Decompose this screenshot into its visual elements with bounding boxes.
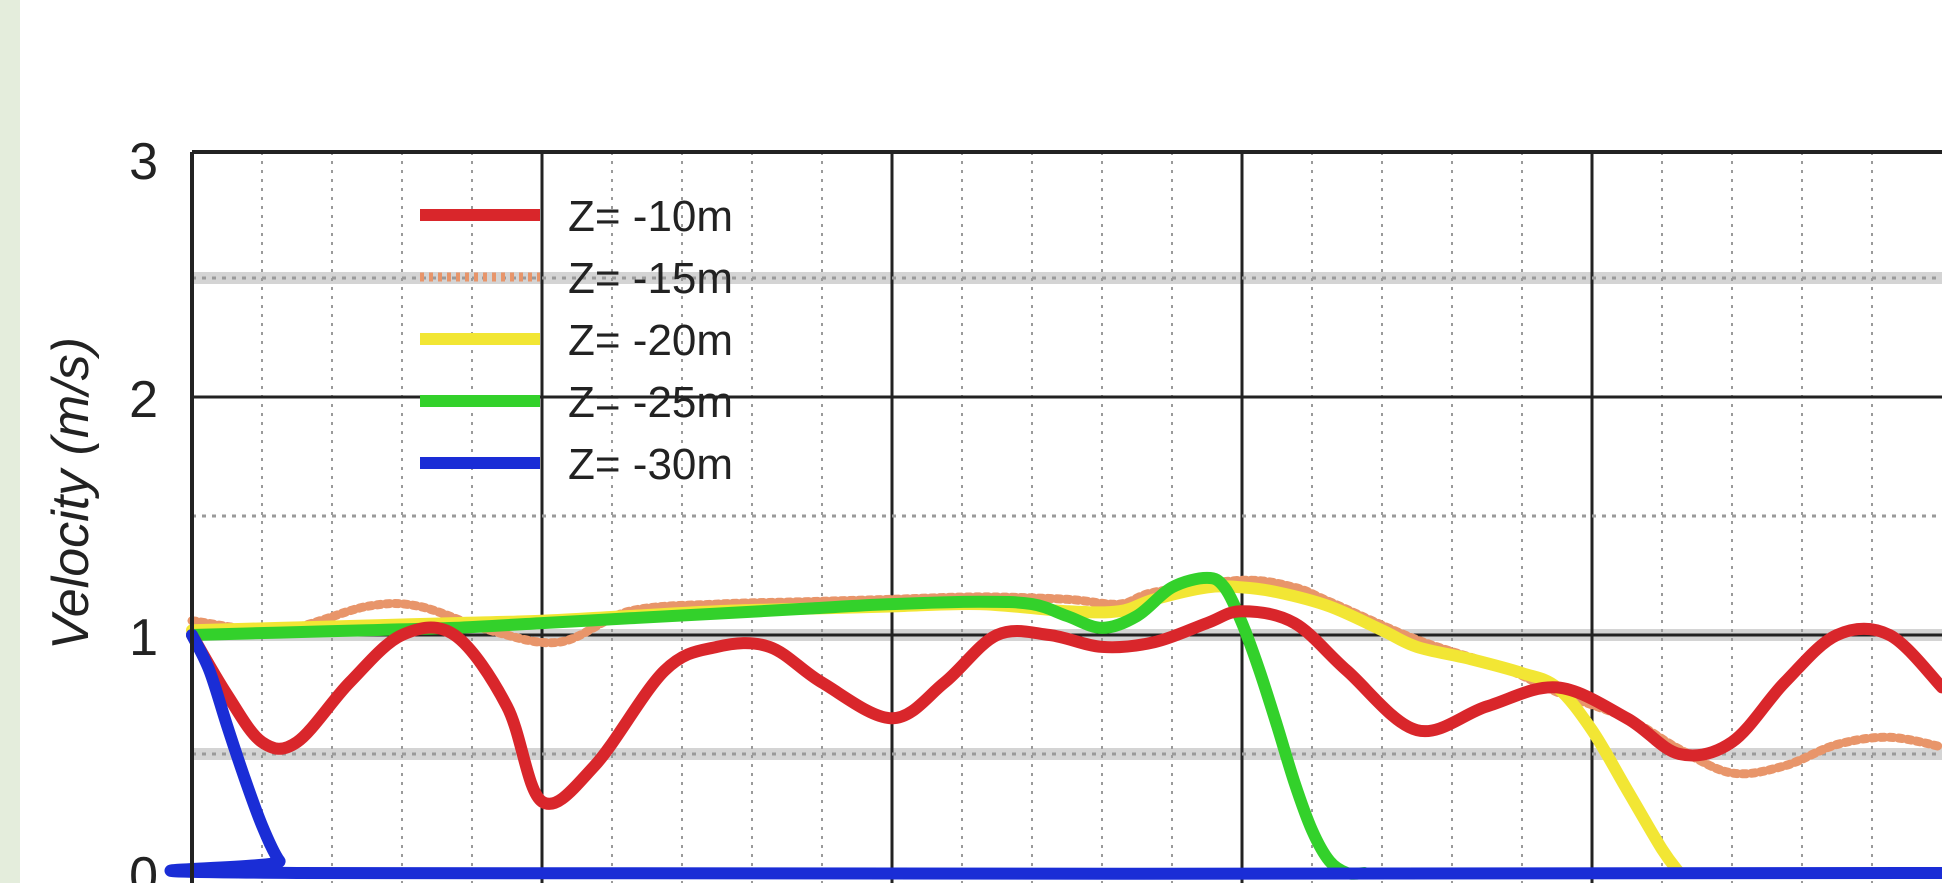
axes: 0 1 2 3 Velocity (m/s) [42, 133, 1942, 883]
y-tick-label: 1 [129, 609, 158, 667]
legend-label: Z= -20m [568, 316, 733, 365]
y-tick-label: 2 [129, 371, 158, 429]
side-strip [0, 0, 20, 883]
series-line-z25m [186, 571, 1371, 880]
series-lines [164, 571, 1942, 880]
series-line-z10m [186, 605, 1942, 810]
grid-band [192, 748, 1942, 760]
legend-label: Z= -10m [568, 192, 733, 241]
series-line-z30m [164, 629, 1942, 880]
legend-label: Z= -15m [568, 254, 733, 303]
legend: Z= -10m Z= -15m Z= -20m Z= -25m Z= -30m [420, 192, 733, 489]
y-axis-label: Velocity (m/s) [42, 337, 100, 650]
legend-label: Z= -25m [568, 378, 733, 427]
grid-band [192, 272, 1942, 284]
y-tick-label: 0 [129, 847, 158, 883]
y-tick-label: 3 [129, 133, 158, 191]
grid [192, 152, 1942, 883]
legend-label: Z= -30m [568, 440, 733, 489]
